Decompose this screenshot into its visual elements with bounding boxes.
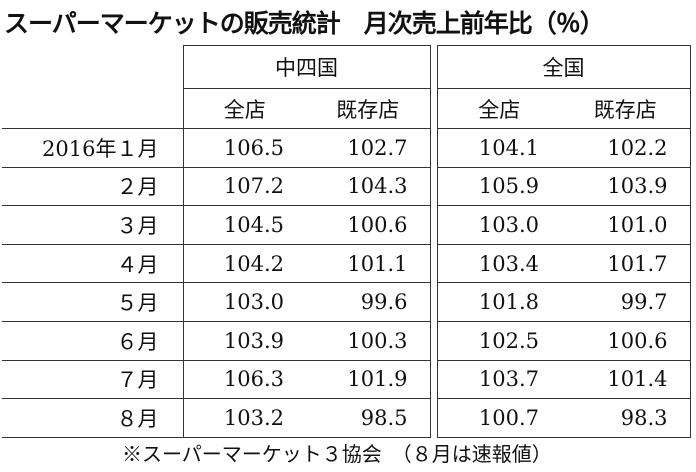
row-label: ２月 <box>2 166 184 206</box>
header-row: 中四国 全国 <box>2 45 691 89</box>
data-row: ３月 104.5 100.6 103.0 101.0 <box>2 205 691 245</box>
cell: 103.0 <box>183 282 306 322</box>
spacer <box>429 282 438 322</box>
cell: 99.6 <box>306 282 430 322</box>
cell: 100.3 <box>306 320 430 361</box>
column-header: 既存店 <box>561 88 691 129</box>
data-row: ２月 107.2 104.3 105.9 103.9 <box>2 166 691 206</box>
cell: 100.6 <box>306 205 430 245</box>
cell: 103.4 <box>437 243 561 283</box>
cell: 100.7 <box>437 398 561 438</box>
cell: 104.2 <box>183 243 306 283</box>
cell: 105.9 <box>437 166 561 206</box>
data-row: 2016年１月 106.5 102.7 104.1 102.2 <box>2 128 691 168</box>
header-row: 全店 既存店 全店 既存店 <box>2 88 691 129</box>
column-header: 全店 <box>223 97 266 122</box>
cell: 101.7 <box>561 243 691 283</box>
cell: 103.2 <box>183 398 306 438</box>
data-row: ６月 103.9 100.3 102.5 100.6 <box>2 320 691 361</box>
cell: 101.9 <box>306 359 430 399</box>
cell: 101.8 <box>437 282 561 322</box>
row-label: 2016年１月 <box>2 128 184 168</box>
cell: 106.5 <box>183 128 306 168</box>
data-row: ５月 103.0 99.6 101.8 99.7 <box>2 282 691 322</box>
spacer <box>429 128 438 168</box>
cell: 104.5 <box>183 205 306 245</box>
cell: 104.3 <box>306 166 430 206</box>
group-header: 全国 <box>437 45 691 89</box>
cell: 99.7 <box>561 282 691 322</box>
cell: 98.5 <box>306 398 430 438</box>
cell: 100.6 <box>561 320 691 361</box>
group-header: 中四国 <box>183 45 430 89</box>
cell: 103.0 <box>437 205 561 245</box>
cell: 104.1 <box>437 128 561 168</box>
cell: 107.2 <box>183 166 306 206</box>
row-label: ３月 <box>2 205 184 245</box>
row-label: ４月 <box>2 243 184 283</box>
table: 中四国 全国 全店 既存店 全店 既存店 2016年１月 106.5 102.7 10… <box>2 45 691 438</box>
data-row: ７月 106.3 101.9 103.7 101.4 <box>2 359 691 399</box>
row-label: ８月 <box>2 398 184 438</box>
spacer <box>429 321 438 361</box>
row-label: ５月 <box>2 282 184 322</box>
footnote: ※スーパーマーケット３協会 （８月は速報値） <box>122 442 552 466</box>
cell: 101.1 <box>306 243 430 283</box>
spacer <box>429 45 438 89</box>
spacer <box>429 398 438 438</box>
table-body: 中四国 全国 全店 既存店 全店 既存店 2016年１月 106.5 102.7 10… <box>2 45 691 438</box>
cell: 101.0 <box>561 205 691 245</box>
title: スーパーマーケットの販売統計 月次売上前年比（％） <box>4 9 605 38</box>
spacer <box>429 88 438 129</box>
cell: 103.7 <box>437 359 561 399</box>
cell: 103.9 <box>183 320 306 361</box>
cell: 106.3 <box>183 359 306 399</box>
column-header: 既存店 <box>336 97 400 122</box>
corner <box>2 45 184 89</box>
cell: 103.9 <box>561 166 691 206</box>
spacer <box>429 205 438 245</box>
data-row: ４月 104.2 101.1 103.4 101.7 <box>2 243 691 283</box>
cell: 102.7 <box>306 128 430 168</box>
spacer <box>429 167 438 206</box>
cell: 101.4 <box>561 359 691 399</box>
row-label: ６月 <box>2 320 184 361</box>
column-header: 全店 <box>478 97 521 122</box>
spacer <box>429 244 438 283</box>
cell: 102.5 <box>437 320 561 361</box>
cell: 98.3 <box>561 398 691 438</box>
row-label: ７月 <box>2 359 184 399</box>
spacer <box>429 360 438 399</box>
cell: 102.2 <box>561 128 691 168</box>
data-row: ８月 103.2 98.5 100.7 98.3 <box>2 398 691 438</box>
corner <box>2 88 184 129</box>
